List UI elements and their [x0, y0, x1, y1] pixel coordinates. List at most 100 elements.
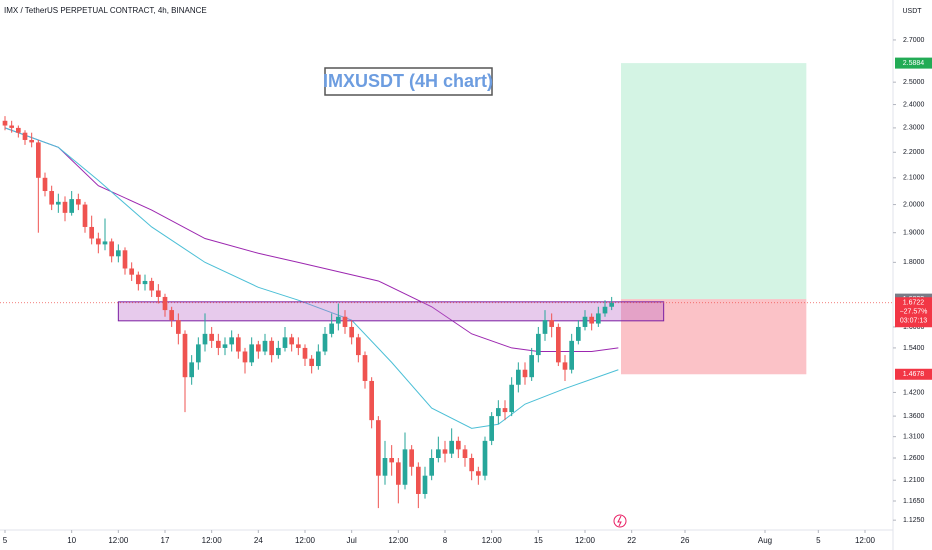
candle-body [16, 127, 21, 133]
candle-body [549, 320, 554, 327]
stop-label: 1.4678 [903, 371, 925, 378]
candle-body [169, 310, 174, 321]
candle-body [216, 340, 221, 348]
x-tick-label: 15 [534, 536, 543, 545]
candle-body [189, 362, 194, 378]
candle-body [462, 449, 468, 458]
candle-body [29, 139, 34, 143]
candle-body [562, 362, 568, 370]
candle-body [402, 449, 408, 485]
y-tick-label: 1.9000 [903, 230, 925, 237]
candle-body [422, 475, 428, 494]
candle-body [349, 326, 354, 338]
x-tick-label: 24 [254, 536, 263, 545]
currency: USDT [902, 8, 922, 15]
candle-body [456, 440, 461, 450]
y-tick-label: 1.2600 [903, 455, 925, 462]
y-tick-label: 2.2000 [903, 149, 925, 156]
candle-body [56, 201, 61, 205]
candle-body [116, 250, 121, 257]
candle-body [269, 340, 274, 356]
target-zone [621, 63, 807, 300]
candle-body [576, 326, 581, 341]
candle-body [242, 351, 248, 363]
x-tick-label: 26 [681, 536, 690, 545]
y-tick-label: 2.1000 [903, 175, 925, 182]
candle-body [89, 226, 94, 239]
candle-body [516, 369, 521, 385]
marks [0, 63, 893, 509]
y-tick-label: 2.7000 [903, 37, 925, 44]
candle-body [569, 340, 574, 370]
countdown-label: 03:07:13 [900, 318, 927, 325]
last-price-label: 1.6722 [903, 300, 925, 307]
x-tick-label: 8 [443, 536, 448, 545]
chart-title: IMXUSDT (4H chart) [323, 71, 493, 91]
candle-body [9, 125, 14, 128]
candle-body [342, 316, 348, 327]
candle-body [176, 320, 181, 334]
candle-body [62, 201, 68, 213]
candle-body [2, 120, 8, 126]
x-tick-label: 12:00 [388, 536, 409, 545]
candle-body [542, 320, 548, 334]
candle-body [536, 333, 541, 356]
candle-body [489, 416, 494, 441]
candle-body [336, 316, 341, 324]
candle-body [236, 337, 241, 352]
candle-body [469, 457, 474, 472]
y-tick-label: 1.2100 [903, 477, 925, 484]
candle-body [382, 457, 388, 476]
candle-body [389, 457, 394, 463]
y-tick-label: 2.4000 [903, 101, 925, 108]
x-tick-label: 10 [67, 536, 76, 545]
candle-body [262, 340, 268, 352]
candle-body [202, 333, 208, 345]
x-tick-label: 12:00 [575, 536, 596, 545]
candle-body [429, 457, 434, 476]
x-tick-label: 5 [3, 536, 8, 545]
candle-body [309, 358, 314, 367]
candle-body [302, 347, 308, 359]
candle-body [129, 268, 134, 275]
moving-average [4, 127, 619, 429]
candle-body [69, 199, 74, 213]
y-tick-label: 1.4200 [903, 389, 925, 396]
candle-body [289, 337, 294, 345]
bolt-icon [613, 514, 627, 528]
candle-body [316, 351, 321, 367]
candle-body [82, 204, 88, 227]
candle-body [42, 177, 48, 192]
candle-body [182, 333, 188, 378]
candle-body [142, 280, 148, 285]
candle-body [396, 462, 401, 485]
candle-body [22, 132, 28, 140]
candle-body [556, 326, 561, 363]
candle-body [162, 296, 168, 311]
candle-body [582, 316, 588, 327]
candle-body [482, 440, 488, 476]
y-tick-label: 1.1250 [903, 517, 925, 524]
candle-body [449, 440, 454, 454]
resistance-zone [117, 301, 665, 322]
candle-body [602, 306, 608, 314]
candle-body [356, 337, 361, 356]
candle-body [296, 344, 301, 348]
y-tick-label: 2.0000 [903, 201, 925, 208]
candle-body [442, 449, 448, 454]
candle-body [136, 274, 141, 285]
x-tick-label: 12:00 [855, 536, 876, 545]
candle-body [509, 384, 514, 413]
x-tick-label: 12:00 [108, 536, 129, 545]
candle-body [276, 347, 281, 356]
candle-body [409, 449, 414, 467]
candle-body [76, 199, 81, 205]
candle-body [196, 344, 201, 363]
y-tick-label: 1.3100 [903, 433, 925, 440]
header: IMX / TetherUS PERPETUAL CONTRACT, 4h, B… [4, 6, 207, 15]
target-label: 2.5884 [903, 60, 925, 67]
candle-body [329, 323, 334, 334]
candle-body [596, 313, 601, 324]
candle-body [222, 344, 228, 348]
target-label-box [895, 57, 932, 69]
